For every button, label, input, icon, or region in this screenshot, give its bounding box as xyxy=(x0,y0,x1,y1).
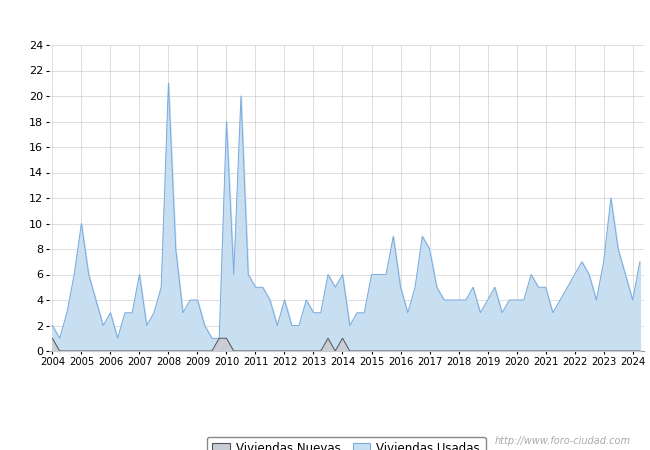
Text: Montánchez - Evolucion del Nº de Transacciones Inmobiliarias: Montánchez - Evolucion del Nº de Transac… xyxy=(98,11,552,26)
Text: http://www.foro-ciudad.com: http://www.foro-ciudad.com xyxy=(495,436,630,446)
Legend: Viviendas Nuevas, Viviendas Usadas: Viviendas Nuevas, Viviendas Usadas xyxy=(207,436,486,450)
